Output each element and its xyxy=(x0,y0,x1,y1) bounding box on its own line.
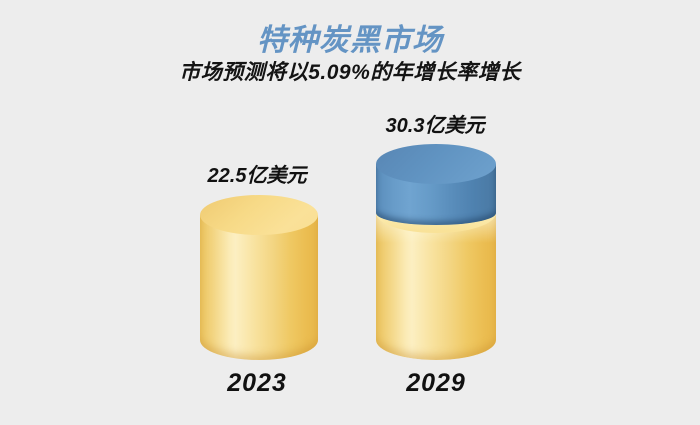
chart-subtitle: 市场预测将以5.09%的年增长率增长 xyxy=(179,61,521,84)
data-label-2029: 30.3亿美元 xyxy=(385,115,485,137)
chart-title: 特种炭黑市场 xyxy=(257,24,443,57)
bar-2023-body xyxy=(200,215,318,360)
bar-2023-top-cap xyxy=(200,195,318,235)
bar-2029-cylinder xyxy=(376,144,496,360)
data-label-2023: 22.5亿美元 xyxy=(207,165,307,187)
axis-label-2029: 2029 xyxy=(406,369,466,397)
bar-2023-cylinder xyxy=(200,195,318,360)
bar-2029-growth-cap xyxy=(376,144,496,184)
axis-label-2023: 2023 xyxy=(227,369,287,397)
bar-2029-base-body xyxy=(376,213,496,360)
